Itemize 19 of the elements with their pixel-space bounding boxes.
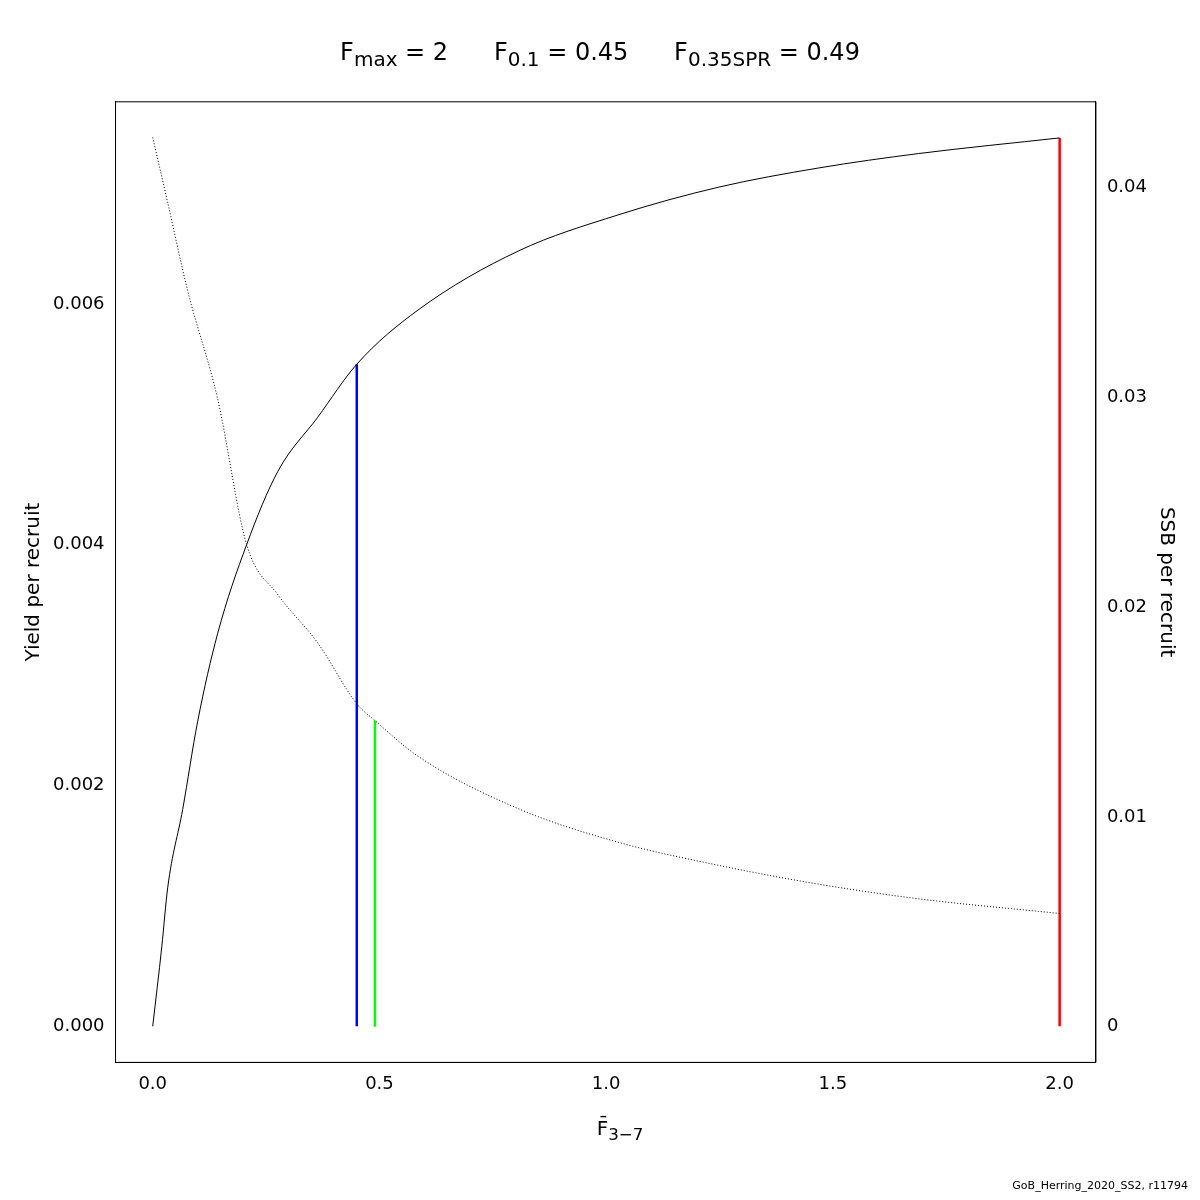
chart-title: F$_{max}$ = 2 F$_{0.1}$ = 0.45 F$_{0.35SPR}$ = 0.49: [339, 37, 861, 73]
x-tick-label: 0.5: [365, 1071, 394, 1093]
y2-tick-label: 0: [1106, 1014, 1119, 1036]
y2-tick-label: 0.03: [1106, 385, 1147, 407]
x-tick-label: 1.0: [591, 1071, 621, 1093]
x-tick-label: 2.0: [1045, 1071, 1074, 1093]
y2-tick-label: 0.02: [1106, 594, 1147, 616]
y-tick-label: 0.004: [53, 532, 105, 554]
y-tick-label: 0.006: [53, 291, 105, 313]
y2-tick-label: 0.01: [1106, 804, 1147, 826]
y2-axis-title: SSB per recruit: [1155, 506, 1180, 658]
y-axis-title: Yield per recruit: [20, 502, 45, 663]
x-tick-label: 0.0: [138, 1071, 168, 1093]
x-tick-label: 1.5: [818, 1071, 848, 1093]
text: GoB_Herring_2020_SS2, r11794: [1012, 1179, 1188, 1192]
y-tick-label: 0.000: [53, 1013, 105, 1035]
y2-tick-label: 0.04: [1106, 175, 1147, 197]
y-tick-label: 0.002: [53, 773, 105, 795]
x-axis-title: F̄$_{3−7}$: [595, 1116, 645, 1144]
